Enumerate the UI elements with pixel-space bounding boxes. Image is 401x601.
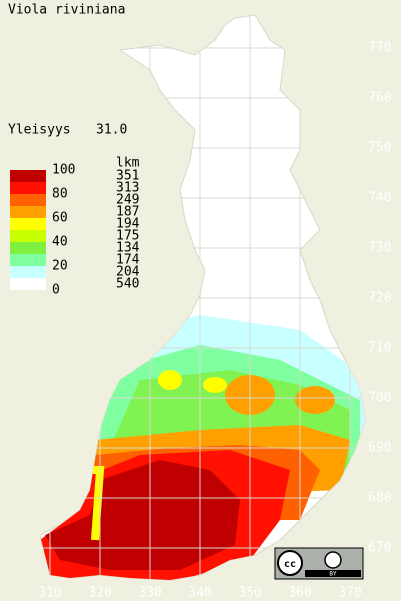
legend-swatch: [10, 254, 46, 266]
legend-class: 80: [52, 187, 68, 202]
legend-class: 20: [52, 259, 68, 274]
y-tick-label: 750: [368, 141, 391, 156]
legend-class: 100: [52, 163, 75, 178]
count-header: lkm: [116, 156, 140, 171]
y-tick-label: 700: [368, 391, 391, 406]
legend: Yleisyys 31.0 lkm 3513132491871941751341…: [8, 123, 140, 298]
y-tick-label: 770: [368, 41, 391, 56]
map-title: Viola riviniana: [8, 3, 125, 18]
y-tick-label: 690: [368, 441, 391, 456]
legend-count: 313: [116, 181, 139, 196]
legend-count: 187: [116, 205, 139, 220]
legend-swatch: [10, 194, 46, 206]
legend-count: 174: [116, 253, 140, 268]
legend-count: 249: [116, 193, 139, 208]
x-tick-label: 370: [338, 586, 361, 601]
x-tick-label: 330: [138, 586, 161, 601]
legend-swatch: [10, 206, 46, 218]
y-tick-label: 710: [368, 341, 391, 356]
legend-swatch: [10, 182, 46, 194]
y-tick-label: 720: [368, 291, 391, 306]
legend-swatch: [10, 230, 46, 242]
y-tick-label: 730: [368, 241, 391, 256]
badge-bottom: [305, 570, 361, 577]
x-tick-label: 350: [238, 586, 261, 601]
by-icon: [324, 551, 342, 569]
by-text: BY: [329, 571, 337, 578]
y-tick-label: 760: [368, 91, 391, 106]
legend-count: 540: [116, 277, 139, 292]
legend-class: 60: [52, 211, 68, 226]
legend-class: 0: [52, 283, 60, 298]
legend-count: 134: [116, 241, 140, 256]
x-tick-label: 340: [188, 586, 211, 601]
legend-swatch: [10, 170, 46, 182]
license-badge[interactable]: cc BY: [274, 547, 364, 580]
legend-swatch: [10, 266, 46, 278]
x-tick-label: 360: [288, 586, 311, 601]
cc-icon: [277, 550, 303, 576]
x-tick-label: 320: [88, 586, 111, 601]
legend-count: 175: [116, 229, 139, 244]
cc-text: cc: [284, 559, 296, 570]
y-tick-label: 680: [368, 491, 391, 506]
y-tick-label: 740: [368, 191, 391, 206]
legend-swatch: [10, 242, 46, 254]
legend-swatch: [10, 278, 46, 290]
frequency-label: Yleisyys: [8, 123, 71, 138]
legend-swatch: [10, 218, 46, 230]
legend-count: 351: [116, 169, 139, 184]
frequency-value: 31.0: [96, 123, 127, 138]
x-tick-label: 310: [38, 586, 61, 601]
y-tick-label: 670: [368, 541, 391, 556]
legend-count: 194: [116, 217, 140, 232]
legend-count: 204: [116, 265, 140, 280]
legend-class: 40: [52, 235, 68, 250]
